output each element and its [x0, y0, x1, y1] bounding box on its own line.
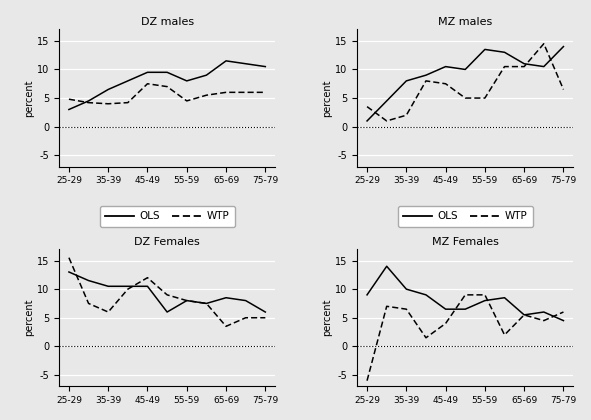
Y-axis label: percent: percent	[24, 79, 34, 117]
Y-axis label: percent: percent	[322, 299, 332, 336]
Y-axis label: percent: percent	[24, 299, 34, 336]
Legend: OLS, WTP: OLS, WTP	[100, 206, 235, 227]
Title: MZ Females: MZ Females	[432, 237, 499, 247]
Title: MZ males: MZ males	[438, 17, 492, 27]
Y-axis label: percent: percent	[322, 79, 332, 117]
Legend: OLS, WTP: OLS, WTP	[398, 206, 532, 227]
Title: DZ males: DZ males	[141, 17, 194, 27]
Title: DZ Females: DZ Females	[134, 237, 200, 247]
